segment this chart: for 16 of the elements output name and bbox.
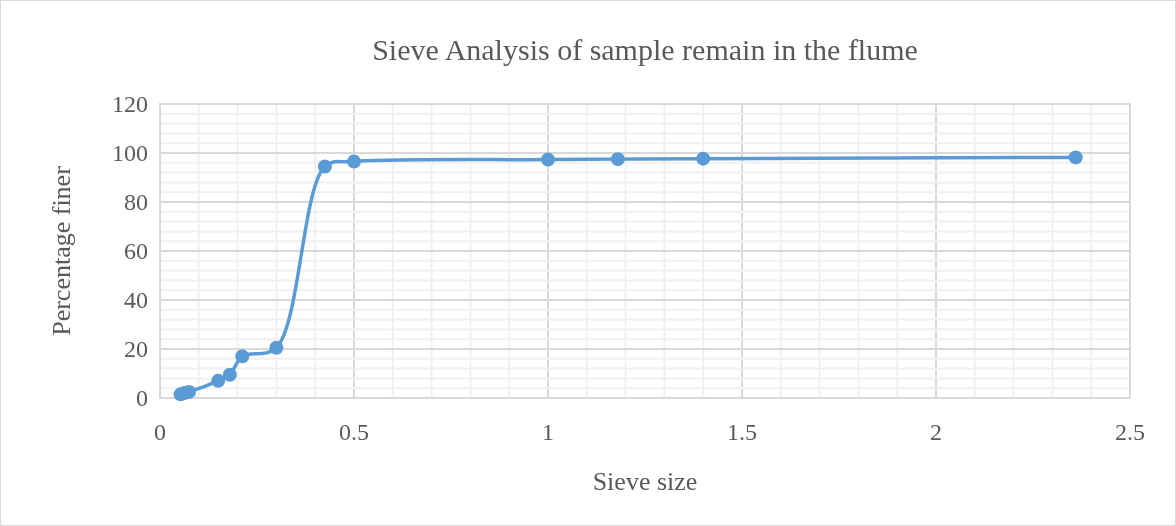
x-tick-label: 1.5: [727, 419, 757, 445]
y-tick-label: 40: [124, 287, 148, 314]
x-axis-title: Sieve size: [592, 467, 698, 496]
y-tick-label: 80: [124, 189, 148, 216]
x-tick-label: 1: [542, 419, 554, 445]
y-tick-label: 120: [112, 91, 148, 118]
x-tick-label: 2.5: [1115, 419, 1145, 445]
y-tick-label: 0: [136, 385, 148, 412]
chart-title: Sieve Analysis of sample remain in the flume: [372, 33, 918, 66]
y-axis-title: Percentage finer: [47, 165, 76, 336]
y-tick-label: 20: [124, 336, 148, 363]
x-tick-label: 0.5: [339, 419, 369, 445]
y-tick-label: 100: [112, 140, 148, 167]
x-tick-label: 0: [154, 419, 166, 445]
x-tick-label: 2: [930, 419, 942, 445]
y-tick-label: 60: [124, 238, 148, 265]
